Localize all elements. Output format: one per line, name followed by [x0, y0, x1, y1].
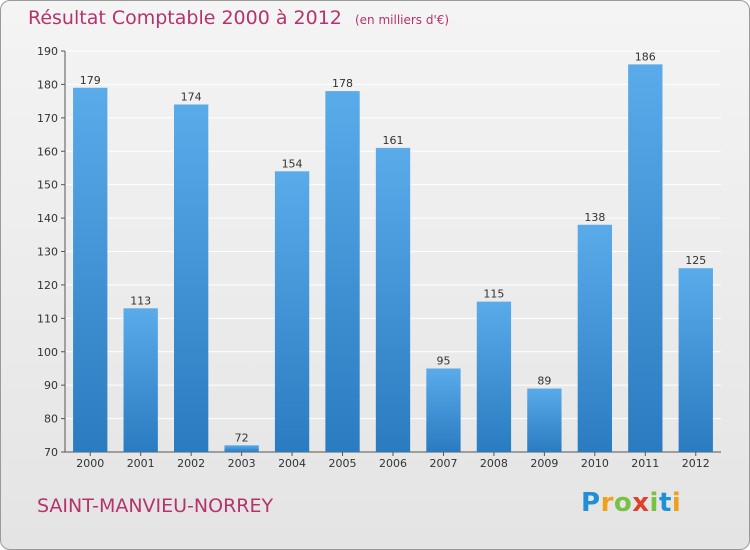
bar-2005: [325, 91, 360, 452]
y-tick-label: 190: [37, 45, 58, 58]
bar-2001: [123, 308, 158, 452]
chart-title-main: Résultat Comptable 2000 à 2012: [28, 7, 342, 29]
logo-letter: r: [600, 488, 614, 518]
y-tick-label: 90: [44, 379, 58, 392]
logo-letter: o: [613, 488, 633, 518]
data-label-2009: 89: [537, 375, 551, 388]
bar-2006: [375, 147, 411, 453]
y-tick-label: 100: [37, 346, 58, 359]
x-tick-label-2001: 2001: [127, 457, 155, 470]
y-tick-label: 110: [37, 312, 58, 325]
data-label-2004: 154: [282, 157, 303, 170]
town-name: SAINT-MANVIEU-NORREY: [37, 495, 274, 517]
chart-title: Résultat Comptable 2000 à 2012 (en milli…: [28, 7, 449, 29]
y-tick-label: 180: [37, 78, 58, 91]
data-label-2006: 161: [383, 134, 404, 147]
bar-2009: [527, 388, 562, 452]
y-tick-label: 130: [37, 246, 58, 259]
data-label-2003: 72: [235, 431, 249, 444]
x-tick-label-2007: 2007: [429, 457, 457, 470]
logo-letter: i: [649, 488, 659, 518]
y-tick-label: 170: [37, 112, 58, 125]
bar-2000: [73, 87, 108, 452]
x-tick-label-2012: 2012: [682, 457, 710, 470]
data-label-2001: 113: [130, 294, 151, 307]
bar-2003: [224, 445, 259, 452]
bar-2010: [577, 224, 613, 452]
x-tick-label-2009: 2009: [530, 457, 558, 470]
bar-2011: [628, 64, 663, 452]
x-tick-label-2003: 2003: [228, 457, 256, 470]
x-tick-label-2005: 2005: [329, 457, 357, 470]
data-label-2010: 138: [584, 211, 605, 224]
y-tick-label: 120: [37, 279, 58, 292]
y-tick-label: 160: [37, 145, 58, 158]
logo-letter: P: [581, 488, 601, 518]
data-label-2011: 186: [635, 50, 656, 63]
bar-2007: [426, 368, 461, 452]
data-label-2002: 174: [181, 90, 202, 103]
chart-title-unit: (en milliers d'€): [354, 13, 450, 27]
x-tick-label-2010: 2010: [581, 457, 609, 470]
data-label-2000: 179: [80, 74, 101, 87]
bar-2004: [274, 171, 310, 453]
x-tick-label-2000: 2000: [76, 457, 104, 470]
data-label-2008: 115: [483, 288, 504, 301]
y-tick-label: 80: [44, 413, 58, 426]
logo-letter: i: [671, 488, 682, 518]
y-tick-label: 150: [37, 179, 58, 192]
x-tick-label-2011: 2011: [631, 457, 659, 470]
x-tick-label-2006: 2006: [379, 457, 407, 470]
proxiti-logo: Proxiti: [581, 488, 681, 518]
bars: [73, 64, 713, 453]
x-tick-label-2008: 2008: [480, 457, 508, 470]
data-label-2007: 95: [436, 354, 450, 367]
labels: 70 80 90 100 110 120 130 140 150 160 170 180 190 179 2…: [37, 45, 710, 470]
bar-2002: [173, 104, 209, 452]
x-tick-label-2002: 2002: [177, 457, 205, 470]
bar-2012: [678, 268, 713, 452]
logo-letter: x: [632, 488, 650, 518]
y-tick-label: 140: [37, 212, 58, 225]
data-label-2012: 125: [685, 254, 706, 267]
logo-letter: t: [658, 488, 672, 518]
y-tick-label: 70: [44, 446, 58, 459]
bar-2008: [476, 301, 512, 452]
data-label-2005: 178: [332, 77, 353, 90]
x-tick-label-2004: 2004: [278, 457, 306, 470]
